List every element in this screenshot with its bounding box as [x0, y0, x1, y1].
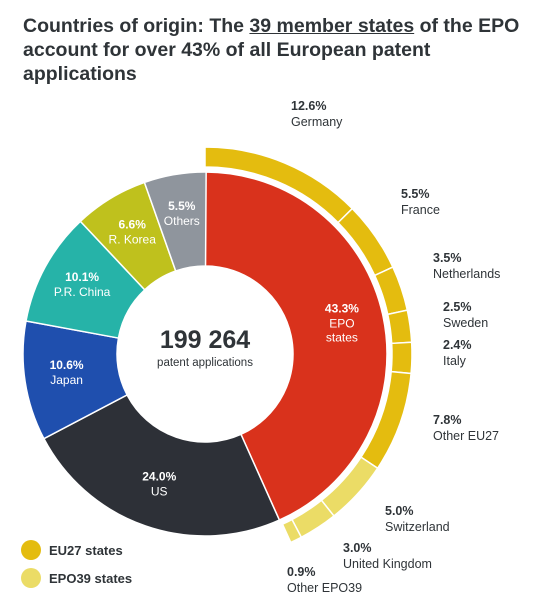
slice-name: Others — [164, 214, 200, 228]
slice-others — [143, 171, 207, 272]
outer-name: Germany — [291, 115, 343, 129]
title-pre: The — [209, 15, 244, 37]
slice-name: US — [151, 484, 168, 498]
outer-labels: 12.6% Germany 5.5% France 3.5% Netherlands 2.5… — [287, 99, 500, 595]
outer-value: 2.5% — [443, 300, 472, 314]
outer-label-italy: 2.4% Italy — [443, 338, 472, 368]
slice-us — [42, 393, 281, 537]
slice-value: 5.5% — [168, 199, 196, 213]
legend-epo39: EPO39 states — [21, 568, 132, 588]
slice-value: 10.1% — [65, 270, 99, 284]
slice-value: 6.6% — [119, 217, 147, 231]
title-link[interactable]: 39 member states — [249, 15, 415, 37]
outer-value: 5.0% — [385, 504, 414, 518]
outer-slice-other-epo39 — [281, 518, 303, 544]
slice-value: 43.3% — [325, 302, 359, 316]
slice-name: R. Korea — [109, 232, 157, 246]
legend-epo39-label: EPO39 states — [49, 570, 133, 586]
legend-eu27-label: EU27 states — [49, 542, 123, 558]
title-post: of the EPO account for over 43% of all E… — [23, 15, 520, 85]
outer-value: 3.5% — [433, 251, 462, 265]
chart-title: Countries of origin: The 39 member state… — [23, 14, 533, 86]
outer-label-other-epo39: 0.9% Other EPO39 — [287, 565, 362, 595]
outer-label-sweden: 2.5% Sweden — [443, 300, 488, 330]
slice-label-others: 5.5% Others — [164, 199, 200, 228]
outer-label-switzerland: 5.0% Switzerland — [385, 504, 450, 534]
outer-label-germany: 12.6% Germany — [291, 99, 343, 129]
outer-label-netherlands: 3.5% Netherlands — [433, 251, 500, 281]
outer-label-united-kingdom: 3.0% United Kingdom — [343, 541, 432, 571]
outer-slice-italy — [390, 341, 413, 375]
legend-eu27-swatch — [21, 540, 41, 560]
legend-eu27: EU27 states — [21, 540, 123, 560]
outer-name: Italy — [443, 354, 467, 368]
slice-name: EPO — [329, 317, 354, 331]
outer-value: 5.5% — [401, 187, 430, 201]
outer-value: 7.8% — [433, 413, 462, 427]
slice-label-us: 24.0% US — [142, 469, 176, 498]
slice-name: P.R. China — [54, 285, 111, 299]
outer-slice-sweden — [386, 309, 413, 345]
outer-value: 0.9% — [287, 565, 316, 579]
slice-value: 10.6% — [50, 358, 84, 372]
outer-label-other-eu27: 7.8% Other EU27 — [433, 413, 499, 443]
outer-value: 3.0% — [343, 541, 372, 555]
slice-epo-states — [204, 171, 388, 522]
slice-value: 24.0% — [142, 469, 176, 483]
slice-label-r-korea: 6.6% R. Korea — [109, 217, 157, 246]
outer-value: 2.4% — [443, 338, 472, 352]
slice-label-p-r-china: 10.1% P.R. China — [54, 270, 111, 299]
inner-labels: 43.3% EPO states 24.0% US 10.6% Japan 10.1% P.R.… — [50, 199, 360, 498]
legend-epo39-swatch — [21, 568, 41, 588]
slice-name-2: states — [326, 331, 358, 345]
outer-name: Other EU27 — [433, 429, 499, 443]
outer-name: Switzerland — [385, 520, 450, 534]
outer-name: Other EPO39 — [287, 581, 362, 595]
center-value: 199 264 — [160, 326, 250, 354]
outer-name: United Kingdom — [343, 557, 432, 571]
outer-name: Netherlands — [433, 267, 500, 281]
slice-label-japan: 10.6% Japan — [50, 358, 84, 387]
outer-name: Sweden — [443, 316, 488, 330]
slice-label-epo-states: 43.3% EPO states — [325, 302, 359, 345]
title-bold: Countries of origin: — [23, 15, 204, 37]
outer-ring — [204, 146, 413, 544]
outer-label-france: 5.5% France — [401, 187, 440, 217]
outer-name: France — [401, 203, 440, 217]
center-label: patent applications — [157, 357, 253, 369]
outer-value: 12.6% — [291, 99, 326, 113]
inner-ring — [22, 171, 388, 537]
slice-name: Japan — [50, 373, 83, 387]
